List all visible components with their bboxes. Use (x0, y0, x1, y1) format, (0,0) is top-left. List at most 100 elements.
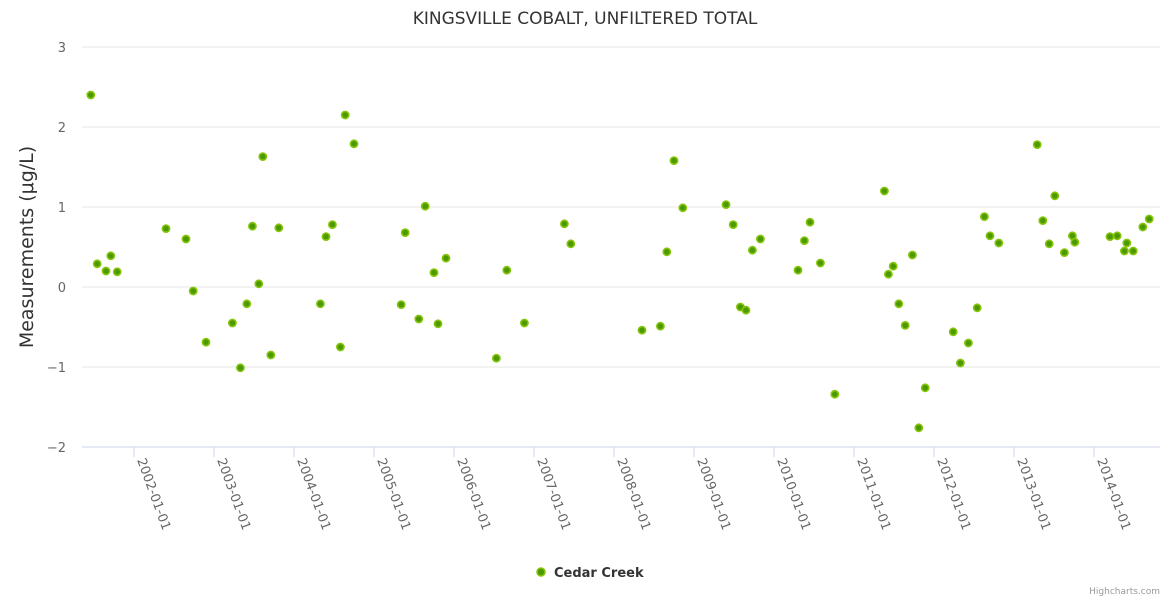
data-point[interactable] (254, 279, 264, 289)
data-point[interactable] (235, 363, 245, 373)
data-point[interactable] (894, 299, 904, 309)
data-point[interactable] (1122, 238, 1132, 248)
data-point[interactable] (721, 200, 731, 209)
data-point[interactable] (880, 186, 889, 196)
data-point[interactable] (888, 261, 898, 271)
data-point[interactable] (414, 314, 424, 324)
data-point[interactable] (728, 220, 738, 229)
data-point[interactable] (1070, 237, 1080, 247)
data-point[interactable] (985, 231, 995, 241)
legend-item-cedar-creek[interactable]: Cedar Creek (536, 566, 644, 581)
x-tick-label: 2008-01-01 (613, 456, 653, 532)
data-point[interactable] (948, 327, 958, 337)
chart-title: KINGSVILLE COBALT, UNFILTERED TOTAL (413, 9, 758, 29)
data-point[interactable] (101, 266, 111, 276)
data-point[interactable] (86, 90, 96, 100)
data-point[interactable] (1044, 239, 1054, 249)
data-point[interactable] (669, 156, 679, 165)
data-point[interactable] (816, 258, 825, 268)
x-tick-label: 2013-01-01 (1013, 456, 1053, 532)
data-point[interactable] (748, 245, 757, 255)
x-tick-label: 2009-01-01 (693, 456, 733, 532)
data-point[interactable] (1144, 214, 1154, 224)
data-point[interactable] (112, 267, 122, 277)
data-point[interactable] (106, 251, 116, 261)
x-tick-label: 2003-01-01 (213, 456, 253, 532)
x-tick-label: 2010-01-01 (773, 456, 813, 532)
x-tick-label: 2012-01-01 (933, 456, 973, 532)
data-point[interactable] (637, 325, 647, 335)
data-point[interactable] (188, 286, 198, 296)
data-point[interactable] (900, 320, 910, 330)
data-point[interactable] (914, 423, 924, 433)
data-point[interactable] (566, 239, 576, 249)
data-point[interactable] (793, 265, 803, 275)
data-point[interactable] (884, 269, 893, 279)
data-point[interactable] (502, 265, 512, 275)
y-tick-label: 1 (58, 201, 66, 216)
data-point[interactable] (678, 203, 688, 213)
x-tick-label: 2006-01-01 (453, 456, 493, 532)
data-point[interactable] (1038, 216, 1048, 225)
data-point[interactable] (980, 212, 989, 221)
data-point[interactable] (441, 253, 451, 263)
data-point[interactable] (266, 350, 276, 360)
data-point[interactable] (161, 224, 171, 233)
data-point[interactable] (805, 217, 815, 227)
data-point[interactable] (920, 383, 930, 393)
data-point[interactable] (1050, 191, 1060, 201)
data-point[interactable] (227, 318, 237, 328)
data-point[interactable] (335, 342, 345, 352)
x-axis: 2002-01-01 2003-01-01 2004-01-01 2005-01-01… (133, 447, 1133, 532)
x-tick-label: 2007-01-01 (533, 456, 573, 532)
data-point[interactable] (662, 247, 672, 257)
data-point[interactable] (741, 305, 751, 315)
data-point[interactable] (340, 110, 350, 120)
y-tick-label: 3 (58, 41, 66, 56)
data-point[interactable] (756, 234, 765, 244)
data-point[interactable] (327, 220, 337, 229)
data-point[interactable] (520, 318, 529, 328)
x-tick-label: 2005-01-01 (373, 456, 413, 532)
credits-link[interactable]: Highcharts.com (1089, 587, 1160, 597)
y-axis-ticks: 3 2 1 0 −1 −2 (47, 41, 66, 456)
data-point[interactable] (429, 268, 439, 277)
data-point[interactable] (972, 303, 982, 313)
data-point[interactable] (1138, 222, 1148, 232)
data-point[interactable] (560, 219, 569, 229)
data-point[interactable] (1128, 246, 1138, 256)
data-point[interactable] (1112, 231, 1122, 241)
legend-marker-icon (536, 567, 546, 577)
data-point[interactable] (242, 299, 252, 309)
data-point[interactable] (258, 152, 268, 161)
data-point[interactable] (1120, 246, 1129, 256)
data-point[interactable] (92, 259, 102, 269)
data-point[interactable] (420, 201, 430, 211)
data-point[interactable] (433, 319, 443, 329)
data-point[interactable] (201, 337, 211, 347)
y-tick-label: −2 (47, 441, 66, 456)
data-point[interactable] (908, 250, 917, 260)
data-point[interactable] (656, 321, 665, 331)
data-point[interactable] (1060, 248, 1069, 257)
data-point[interactable] (400, 228, 410, 237)
data-point[interactable] (349, 139, 359, 149)
data-point[interactable] (964, 338, 973, 348)
data-point[interactable] (247, 221, 257, 231)
data-point[interactable] (1105, 232, 1115, 241)
data-point[interactable] (956, 358, 965, 368)
data-point[interactable] (396, 300, 406, 309)
data-point[interactable] (994, 238, 1004, 248)
legend-label: Cedar Creek (554, 566, 644, 581)
data-point[interactable] (274, 223, 284, 233)
y-axis-label: Measurements (μg/L) (16, 146, 38, 348)
data-point[interactable] (181, 234, 191, 244)
data-point[interactable] (315, 299, 325, 309)
x-tick-label: 2014-01-01 (1093, 456, 1133, 532)
data-point[interactable] (491, 353, 501, 363)
data-point[interactable] (321, 232, 331, 241)
data-point[interactable] (830, 389, 840, 399)
data-point[interactable] (800, 236, 809, 245)
data-point[interactable] (1032, 140, 1042, 149)
